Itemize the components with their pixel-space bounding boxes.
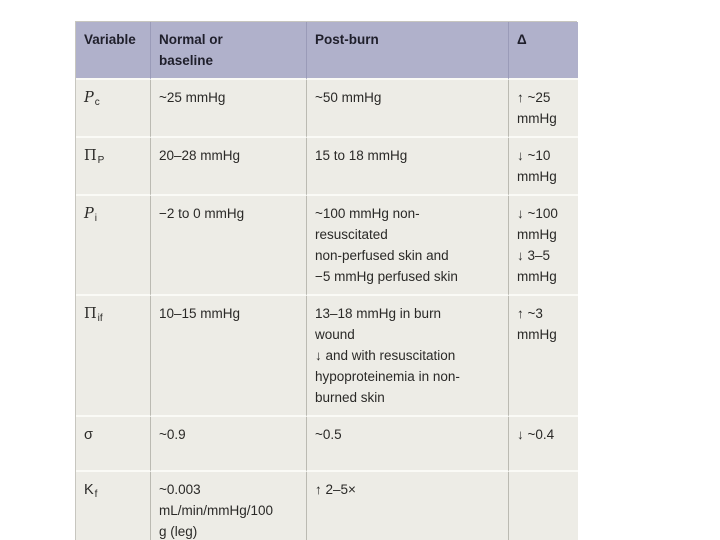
cell-postburn: 13–18 mmHg in burn wound ↓ and with resu… <box>307 296 509 417</box>
header-postburn: Post-burn <box>307 22 509 80</box>
cell-postburn: ↑ 2–5× <box>307 472 509 540</box>
table-header-row: Variable Normal or baseline Post-burn Δ <box>76 22 578 80</box>
data-table: Variable Normal or baseline Post-burn Δ … <box>76 22 578 540</box>
header-delta: Δ <box>509 22 578 80</box>
cell-delta: ↑ ~25 mmHg <box>509 80 578 138</box>
burn-variables-table: Variable Normal or baseline Post-burn Δ … <box>75 21 578 540</box>
cell-normal: −2 to 0 mmHg <box>151 196 307 296</box>
table-row: ΠP 20–28 mmHg 15 to 18 mmHg ↓ ~10 mmHg <box>76 138 578 196</box>
cell-postburn: 15 to 18 mmHg <box>307 138 509 196</box>
header-normal: Normal or baseline <box>151 22 307 80</box>
variable-subscript: c <box>94 97 100 108</box>
variable-subscript: if <box>97 313 103 324</box>
table-row: Πif 10–15 mmHg 13–18 mmHg in burn wound … <box>76 296 578 417</box>
table-row: Pc ~25 mmHg ~50 mmHg ↑ ~25 mmHg <box>76 80 578 138</box>
cell-normal: ~25 mmHg <box>151 80 307 138</box>
variable-symbol: Π <box>84 306 97 322</box>
cell-variable: σ <box>76 417 151 472</box>
table-row: Kf ~0.003 mL/min/mmHg/100 g (leg) ↑ 2–5× <box>76 472 578 540</box>
cell-postburn: ~0.5 <box>307 417 509 472</box>
variable-symbol: σ <box>84 427 93 443</box>
cell-delta <box>509 472 578 540</box>
variable-symbol: Π <box>84 148 97 164</box>
cell-delta: ↓ ~100 mmHg ↓ 3–5 mmHg <box>509 196 578 296</box>
variable-subscript: P <box>97 155 105 166</box>
variable-symbol: K <box>84 482 94 498</box>
cell-normal: 20–28 mmHg <box>151 138 307 196</box>
header-variable: Variable <box>76 22 151 80</box>
cell-delta: ↓ ~0.4 <box>509 417 578 472</box>
cell-normal: 10–15 mmHg <box>151 296 307 417</box>
cell-variable: Πif <box>76 296 151 417</box>
cell-variable: Pc <box>76 80 151 138</box>
table-row: Pi −2 to 0 mmHg ~100 mmHg non- resuscita… <box>76 196 578 296</box>
cell-postburn: ~50 mmHg <box>307 80 509 138</box>
table-row: σ ~0.9 ~0.5 ↓ ~0.4 <box>76 417 578 472</box>
cell-variable: Kf <box>76 472 151 540</box>
cell-delta: ↑ ~3 mmHg <box>509 296 578 417</box>
variable-symbol: P <box>84 90 94 106</box>
cell-normal: ~0.9 <box>151 417 307 472</box>
variable-symbol: P <box>84 206 94 222</box>
cell-delta: ↓ ~10 mmHg <box>509 138 578 196</box>
variable-subscript: f <box>94 489 98 500</box>
variable-subscript: i <box>94 213 97 224</box>
cell-variable: ΠP <box>76 138 151 196</box>
cell-postburn: ~100 mmHg non- resuscitated non-perfused… <box>307 196 509 296</box>
cell-normal: ~0.003 mL/min/mmHg/100 g (leg) <box>151 472 307 540</box>
cell-variable: Pi <box>76 196 151 296</box>
